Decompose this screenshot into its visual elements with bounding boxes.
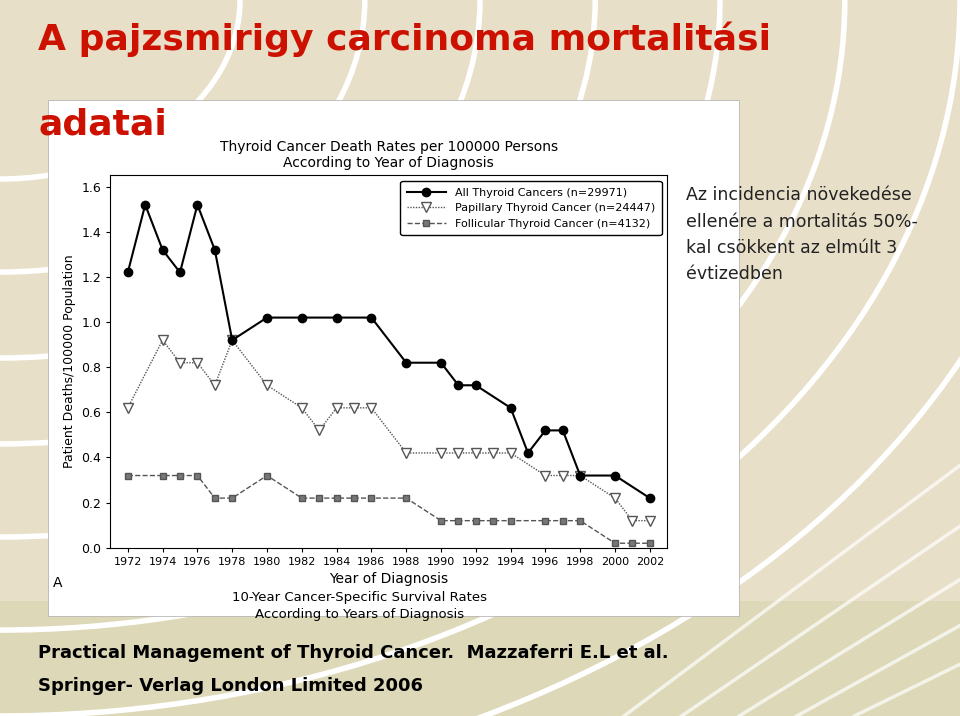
Text: A: A	[53, 576, 62, 591]
All Thyroid Cancers (n=29971)	[139, 200, 151, 209]
Papillary Thyroid Cancer (n=24447)	[453, 449, 465, 458]
All Thyroid Cancers (n=29971)	[522, 449, 534, 458]
Follicular Thyroid Cancer (n=4132)	[348, 494, 360, 503]
Papillary Thyroid Cancer (n=24447)	[175, 359, 186, 367]
All Thyroid Cancers (n=29971)	[470, 381, 482, 390]
All Thyroid Cancers (n=29971)	[540, 426, 551, 435]
Papillary Thyroid Cancer (n=24447)	[192, 359, 204, 367]
Follicular Thyroid Cancer (n=4132)	[331, 494, 343, 503]
All Thyroid Cancers (n=29971)	[505, 404, 516, 412]
All Thyroid Cancers (n=29971)	[366, 314, 377, 322]
Papillary Thyroid Cancer (n=24447)	[505, 449, 516, 458]
Papillary Thyroid Cancer (n=24447)	[261, 381, 273, 390]
All Thyroid Cancers (n=29971)	[209, 246, 221, 254]
Papillary Thyroid Cancer (n=24447)	[488, 449, 499, 458]
Text: Practical Management of Thyroid Cancer.  Mazzaferri E.L et al.: Practical Management of Thyroid Cancer. …	[38, 644, 669, 662]
Text: 10-Year Cancer-Specific Survival Rates
According to Years of Diagnosis: 10-Year Cancer-Specific Survival Rates A…	[232, 591, 488, 621]
Papillary Thyroid Cancer (n=24447)	[540, 471, 551, 480]
Follicular Thyroid Cancer (n=4132)	[470, 516, 482, 525]
Follicular Thyroid Cancer (n=4132)	[175, 471, 186, 480]
Line: Follicular Thyroid Cancer (n=4132): Follicular Thyroid Cancer (n=4132)	[125, 472, 653, 547]
All Thyroid Cancers (n=29971)	[453, 381, 465, 390]
Papillary Thyroid Cancer (n=24447)	[644, 516, 656, 525]
All Thyroid Cancers (n=29971)	[644, 494, 656, 503]
Papillary Thyroid Cancer (n=24447)	[122, 404, 133, 412]
Follicular Thyroid Cancer (n=4132)	[366, 494, 377, 503]
Text: adatai: adatai	[38, 107, 167, 141]
Follicular Thyroid Cancer (n=4132)	[574, 516, 586, 525]
Papillary Thyroid Cancer (n=24447)	[348, 404, 360, 412]
Papillary Thyroid Cancer (n=24447)	[574, 471, 586, 480]
All Thyroid Cancers (n=29971)	[261, 314, 273, 322]
All Thyroid Cancers (n=29971)	[175, 268, 186, 277]
Follicular Thyroid Cancer (n=4132)	[610, 539, 621, 548]
Follicular Thyroid Cancer (n=4132)	[209, 494, 221, 503]
Papillary Thyroid Cancer (n=24447)	[400, 449, 412, 458]
Follicular Thyroid Cancer (n=4132)	[435, 516, 446, 525]
Papillary Thyroid Cancer (n=24447)	[209, 381, 221, 390]
Follicular Thyroid Cancer (n=4132)	[296, 494, 307, 503]
Papillary Thyroid Cancer (n=24447)	[227, 336, 238, 344]
Papillary Thyroid Cancer (n=24447)	[610, 494, 621, 503]
Bar	[0, 601, 960, 716]
All Thyroid Cancers (n=29971)	[156, 246, 168, 254]
Papillary Thyroid Cancer (n=24447)	[366, 404, 377, 412]
All Thyroid Cancers (n=29971)	[331, 314, 343, 322]
Text: Springer- Verlag London Limited 2006: Springer- Verlag London Limited 2006	[38, 677, 423, 695]
All Thyroid Cancers (n=29971)	[122, 268, 133, 277]
All Thyroid Cancers (n=29971)	[192, 200, 204, 209]
Follicular Thyroid Cancer (n=4132)	[400, 494, 412, 503]
Follicular Thyroid Cancer (n=4132)	[557, 516, 568, 525]
Papillary Thyroid Cancer (n=24447)	[296, 404, 307, 412]
Follicular Thyroid Cancer (n=4132)	[122, 471, 133, 480]
All Thyroid Cancers (n=29971)	[400, 359, 412, 367]
Papillary Thyroid Cancer (n=24447)	[470, 449, 482, 458]
Bar	[48, 100, 739, 616]
All Thyroid Cancers (n=29971)	[296, 314, 307, 322]
All Thyroid Cancers (n=29971)	[574, 471, 586, 480]
Follicular Thyroid Cancer (n=4132)	[505, 516, 516, 525]
All Thyroid Cancers (n=29971)	[557, 426, 568, 435]
Follicular Thyroid Cancer (n=4132)	[192, 471, 204, 480]
Legend: All Thyroid Cancers (n=29971), Papillary Thyroid Cancer (n=24447), Follicular Th: All Thyroid Cancers (n=29971), Papillary…	[400, 181, 661, 236]
Follicular Thyroid Cancer (n=4132)	[156, 471, 168, 480]
Follicular Thyroid Cancer (n=4132)	[453, 516, 465, 525]
Follicular Thyroid Cancer (n=4132)	[314, 494, 325, 503]
Papillary Thyroid Cancer (n=24447)	[314, 426, 325, 435]
Follicular Thyroid Cancer (n=4132)	[644, 539, 656, 548]
All Thyroid Cancers (n=29971)	[435, 359, 446, 367]
Follicular Thyroid Cancer (n=4132)	[540, 516, 551, 525]
Line: Papillary Thyroid Cancer (n=24447): Papillary Thyroid Cancer (n=24447)	[123, 335, 655, 526]
Follicular Thyroid Cancer (n=4132)	[261, 471, 273, 480]
X-axis label: Year of Diagnosis: Year of Diagnosis	[329, 572, 448, 586]
Papillary Thyroid Cancer (n=24447)	[156, 336, 168, 344]
Title: Thyroid Cancer Death Rates per 100000 Persons
According to Year of Diagnosis: Thyroid Cancer Death Rates per 100000 Pe…	[220, 140, 558, 170]
Text: A pajzsmirigy carcinoma mortalitási: A pajzsmirigy carcinoma mortalitási	[38, 21, 772, 57]
Y-axis label: Patient Deaths/100000 Population: Patient Deaths/100000 Population	[62, 255, 76, 468]
All Thyroid Cancers (n=29971)	[610, 471, 621, 480]
Papillary Thyroid Cancer (n=24447)	[627, 516, 638, 525]
All Thyroid Cancers (n=29971)	[227, 336, 238, 344]
Text: Az incidencia növekedése
ellenére a mortalitás 50%-
kal csökkent az elmúlt 3
évt: Az incidencia növekedése ellenére a mort…	[686, 186, 919, 284]
Papillary Thyroid Cancer (n=24447)	[435, 449, 446, 458]
Papillary Thyroid Cancer (n=24447)	[557, 471, 568, 480]
Follicular Thyroid Cancer (n=4132)	[627, 539, 638, 548]
Line: All Thyroid Cancers (n=29971): All Thyroid Cancers (n=29971)	[124, 200, 654, 502]
Follicular Thyroid Cancer (n=4132)	[227, 494, 238, 503]
Follicular Thyroid Cancer (n=4132)	[488, 516, 499, 525]
Papillary Thyroid Cancer (n=24447)	[331, 404, 343, 412]
